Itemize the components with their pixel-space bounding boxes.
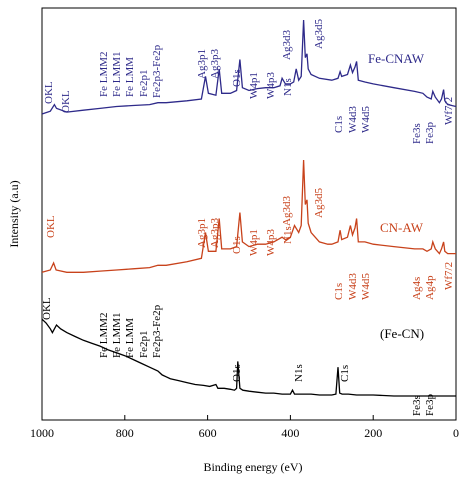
- peak-label-blue: OKL: [60, 90, 72, 113]
- x-axis-ticks: 1000 800 600 400 200 0: [30, 415, 459, 440]
- peak-label-red: Ag3p1: [196, 218, 208, 248]
- peak-label-black: Fe2p1: [138, 331, 150, 359]
- y-axis-title: Intensity (a.u): [7, 180, 21, 247]
- peak-label-blue: Fe2p3-Fe2p: [151, 44, 163, 98]
- x-tick-label: 1000: [30, 426, 54, 440]
- series-label-black: (Fe-CN): [380, 326, 424, 341]
- peak-label-blue: Ag3d3: [281, 30, 293, 60]
- peak-label-red: W4d5: [360, 273, 372, 300]
- series-line-2: [41, 159, 456, 273]
- x-tick-label: 800: [116, 426, 134, 440]
- series-label-red: CN-AW: [380, 220, 424, 235]
- peak-label-red: Wf7/2: [443, 262, 455, 290]
- peak-label-red: Ag3d3: [281, 196, 293, 226]
- peak-label-red: O1s: [231, 236, 243, 254]
- x-tick-label: 0: [453, 426, 459, 440]
- peak-label-black: Fe LMM: [124, 318, 136, 358]
- peak-label-blue: W4p3: [265, 72, 277, 99]
- peak-label-red: Ag3p3: [209, 218, 221, 248]
- peak-label-black: Fe LMM1: [111, 312, 123, 358]
- peak-label-black: C1s: [339, 365, 351, 382]
- peak-label-black: Fe3p: [424, 394, 436, 417]
- peak-label-blue: Fe2p1: [138, 70, 150, 98]
- peak-label-blue: W4p1: [248, 72, 260, 99]
- peak-label-red: Ag4p: [424, 275, 436, 300]
- peak-label-black: O1s: [231, 364, 243, 382]
- series-label-blue: Fe-CNAW: [368, 51, 425, 66]
- peak-label-red: Ag3d5: [313, 188, 325, 218]
- peak-label-blue: Fe LMM1: [111, 51, 123, 97]
- peak-label-black: N1s: [293, 364, 305, 382]
- peak-label-blue: Fe LMM2: [98, 51, 110, 97]
- peak-label-black: Fe LMM2: [98, 312, 110, 358]
- peak-label-blue: Ag3d5: [313, 19, 325, 49]
- plot-frame: [41, 7, 457, 421]
- x-axis-title: Binding energy (eV): [203, 460, 302, 474]
- peak-label-black: Fe2p3-Fe2p: [151, 304, 163, 358]
- series-line-3: [41, 318, 456, 397]
- peak-label-blue: Fe3s: [411, 123, 423, 144]
- peak-label-red: Ag4s: [411, 277, 423, 300]
- peak-label-blue: Ag3p1: [196, 49, 208, 79]
- peak-label-blue: W4d5: [360, 106, 372, 133]
- peak-label-black: Fe3s: [411, 395, 423, 416]
- peak-label-blue: Fe3p: [424, 122, 436, 145]
- peak-label-red: C1s: [333, 283, 345, 300]
- peak-label-blue: W4d3: [347, 106, 359, 133]
- x-tick-label: 200: [364, 426, 382, 440]
- peak-label-blue: C1s: [333, 116, 345, 133]
- peak-label-red: W4p3: [265, 229, 277, 256]
- x-tick-label: 400: [281, 426, 299, 440]
- series-line-1: [41, 19, 457, 115]
- peak-label-blue: OKL: [43, 81, 55, 104]
- peak-label-black: OKL: [41, 297, 53, 320]
- series-layer: [41, 19, 457, 397]
- peak-label-blue: O1s: [231, 69, 243, 87]
- peak-label-red: N1s: [282, 226, 294, 244]
- peak-label-blue: Fe LMM: [124, 57, 136, 97]
- peak-label-blue: Wf7/2: [443, 97, 455, 125]
- peak-label-blue: N1s: [282, 78, 294, 96]
- peak-label-red: W4d3: [347, 273, 359, 300]
- peak-label-red: OKL: [45, 215, 57, 238]
- peak-label-red: W4p1: [248, 229, 260, 256]
- x-tick-label: 600: [199, 426, 217, 440]
- peak-label-blue: Ag3p3: [209, 49, 221, 79]
